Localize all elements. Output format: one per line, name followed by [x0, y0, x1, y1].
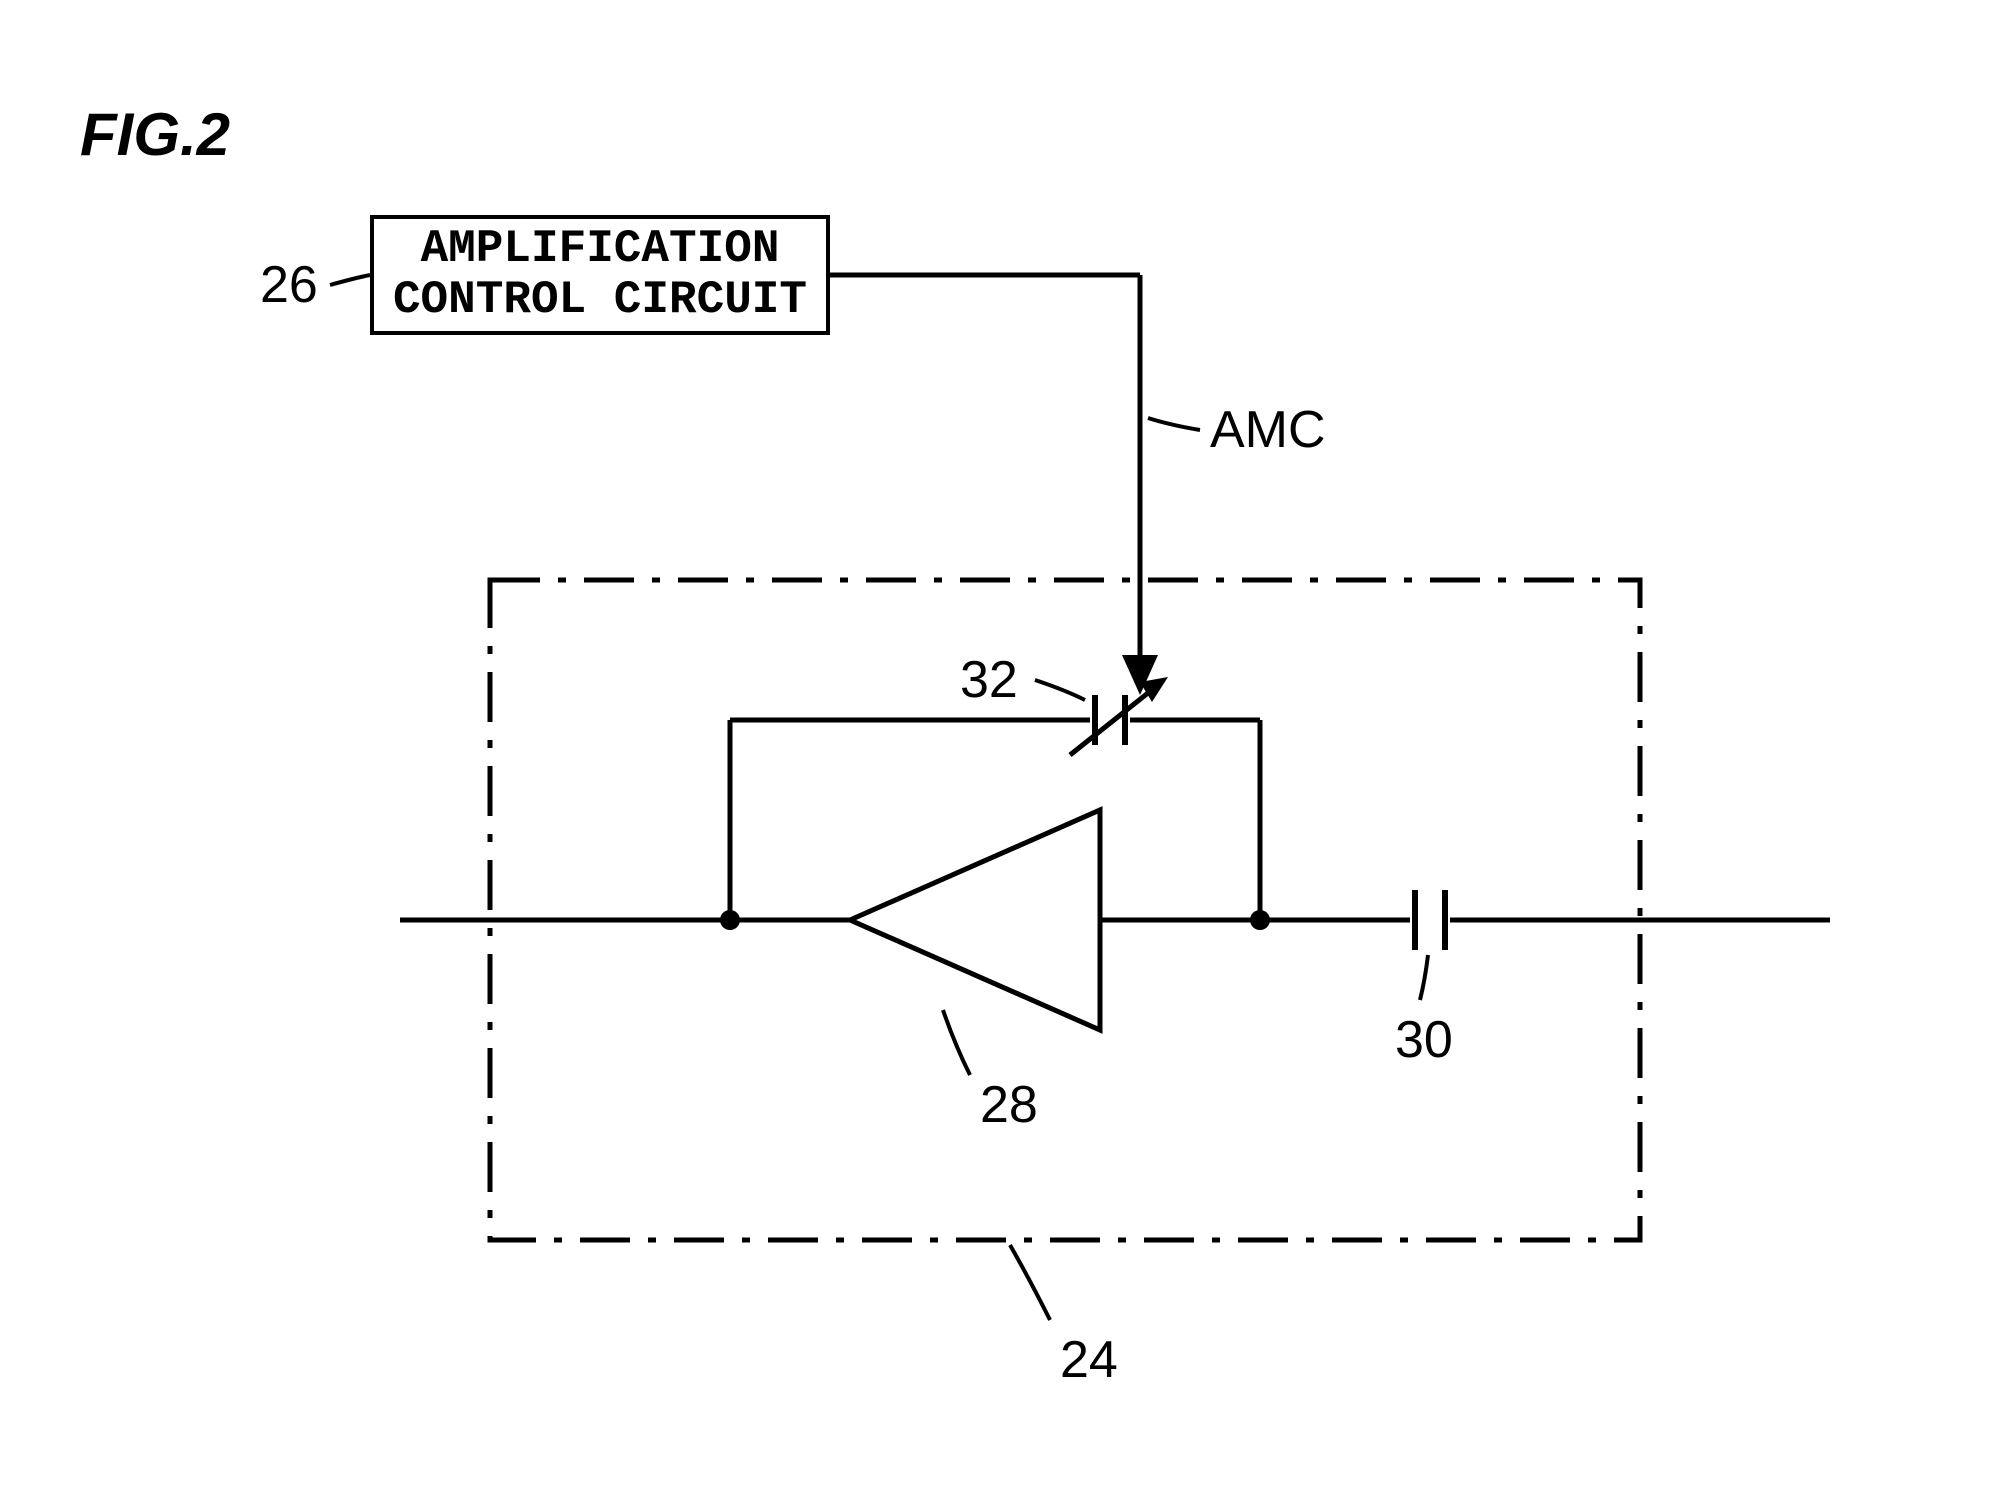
dashed-box-24	[490, 580, 1640, 1240]
node-right	[1250, 910, 1270, 930]
leader-28	[943, 1010, 970, 1075]
leader-24	[1010, 1245, 1050, 1320]
amplifier-triangle	[850, 810, 1100, 1030]
node-left	[720, 910, 740, 930]
leader-32	[1035, 680, 1085, 700]
circuit-diagram-svg	[0, 0, 2015, 1488]
leader-26	[330, 275, 370, 285]
leader-amc	[1148, 418, 1200, 430]
leader-30	[1420, 955, 1428, 1000]
